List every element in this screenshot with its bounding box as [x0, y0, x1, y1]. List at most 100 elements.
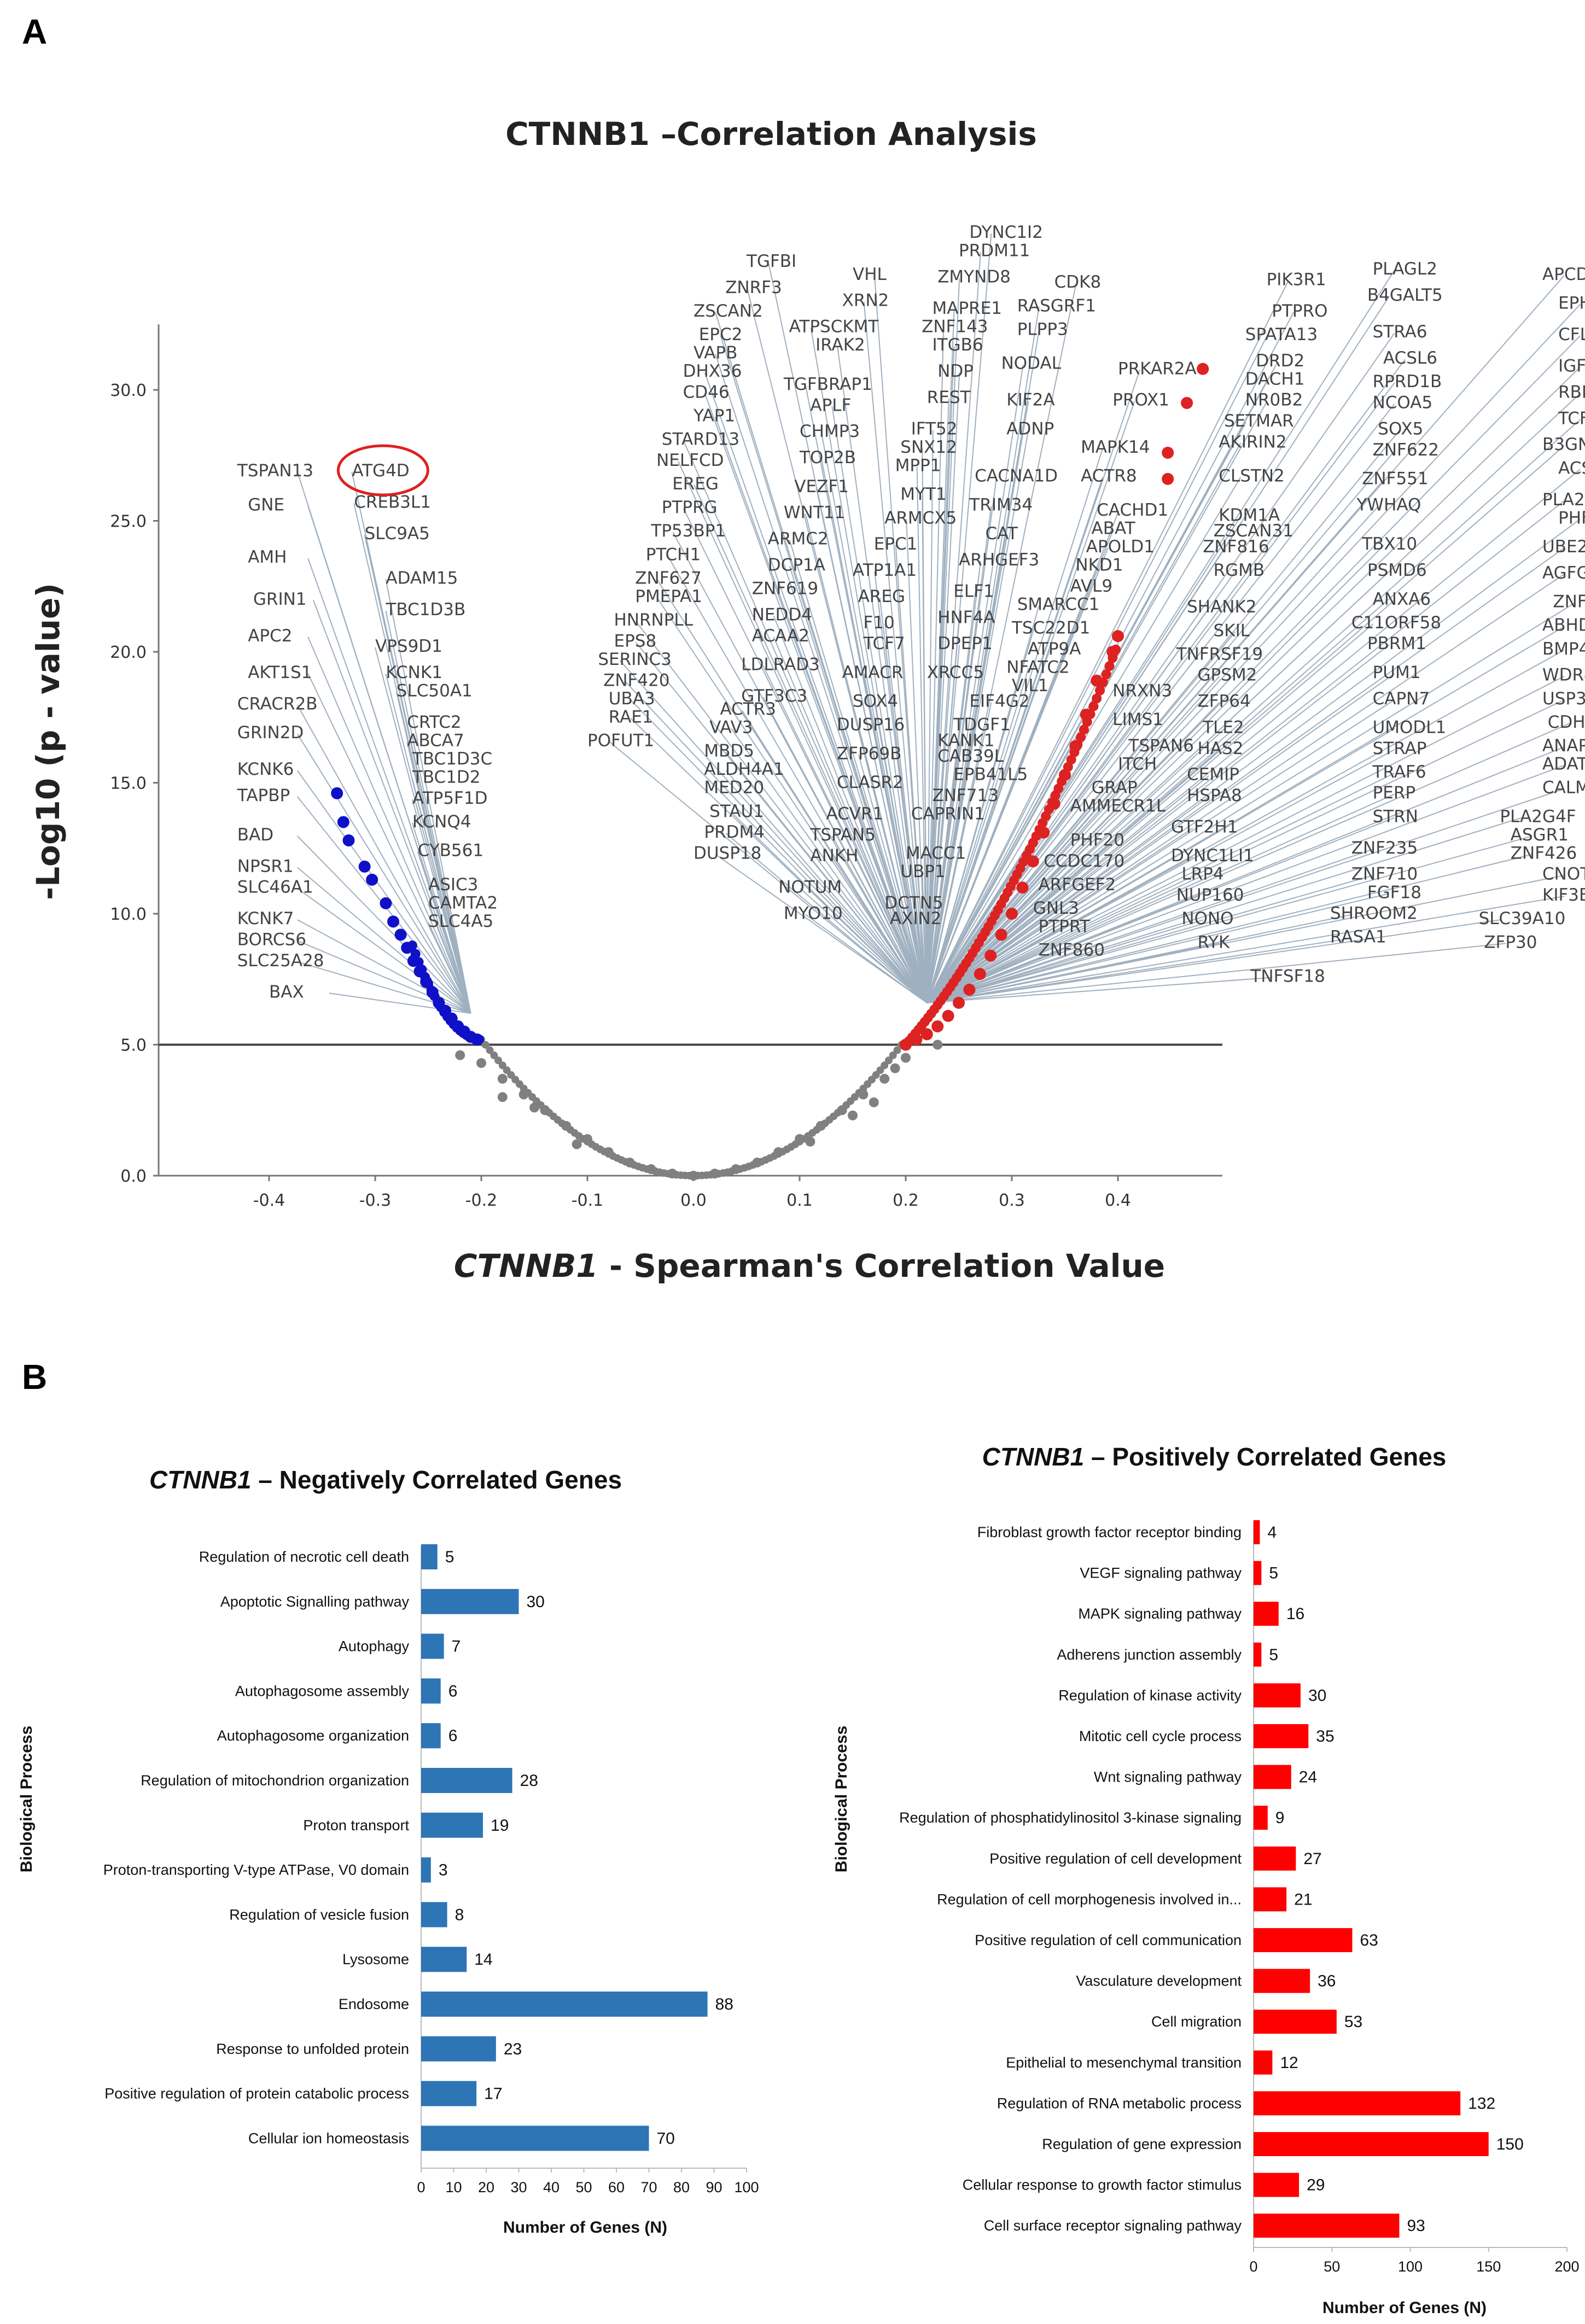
volcano-point-neutral [490, 1051, 498, 1059]
bar [421, 1812, 483, 1838]
label-connector-line [926, 335, 1268, 1003]
gene-label: ZNF426 [1511, 843, 1577, 863]
bar [1254, 1602, 1279, 1626]
gene-label: SNX12 [900, 437, 957, 457]
label-connector-line [683, 440, 928, 1003]
gene-label: ATP5F1D [412, 789, 488, 808]
gene-label: CFLAR [1558, 325, 1585, 344]
gene-label: PTPRG [662, 498, 718, 517]
label-connector-line [847, 815, 928, 1003]
gene-label: PLA2G4E [1542, 490, 1585, 510]
label-connector-line [375, 647, 471, 1014]
gene-label: GTF3C3 [741, 686, 807, 706]
gene-label: ZNF627 [635, 568, 701, 588]
gene-label: CALML3 [1542, 778, 1585, 798]
gene-label: APCDD1 [1542, 265, 1585, 284]
bar [1254, 1683, 1301, 1708]
label-connector-line [926, 252, 981, 1003]
bar [421, 1902, 447, 1928]
volcano-point-positive [1104, 661, 1115, 671]
label-connector-line [725, 751, 928, 1003]
gene-label: ZSCAN31 [1214, 521, 1293, 541]
volcano-point-negative [387, 915, 399, 928]
gene-label: TNFRSF19 [1176, 644, 1263, 664]
gene-label: ANXA6 [1373, 589, 1431, 609]
positive-chart-title: CTNNB1 – Positively Correlated Genes [982, 1443, 1447, 1471]
volcano-point-neutral [869, 1097, 879, 1107]
label-connector-line [926, 773, 1395, 1003]
label-connector-line [926, 807, 1093, 1003]
gene-label: ZNF816 [1203, 537, 1269, 557]
label-connector-line [926, 686, 1034, 1003]
gene-label: GNL3 [1033, 898, 1079, 918]
label-connector-line [926, 346, 955, 1003]
bar-category-label: Autophagosome assembly [235, 1683, 410, 1699]
gene-label: ZMYND8 [937, 267, 1011, 287]
label-connector-line [926, 699, 1395, 1003]
label-connector-line [926, 815, 934, 1003]
volcano-point-neutral [879, 1073, 890, 1084]
volcano-point-positive [1197, 363, 1209, 375]
bar [1254, 1642, 1262, 1667]
bar-value-label: 6 [448, 1727, 458, 1745]
label-connector-line [805, 914, 928, 1003]
bar [1254, 2050, 1273, 2075]
volcano-point-neutral [884, 1056, 893, 1065]
gene-label: PIK3R1 [1267, 270, 1326, 289]
gene-label: MBD5 [704, 741, 754, 761]
label-connector-line [926, 629, 1034, 1003]
gene-label: TDGF1 [953, 715, 1010, 735]
bar-category-label: Positive regulation of cell communicatio… [975, 1932, 1242, 1948]
bar [421, 2126, 649, 2151]
bar-chart-x-tick-label: 90 [706, 2179, 722, 2195]
volcano-x-axis-label: CTNNB1 - Spearman's Correlation Value [454, 1247, 1165, 1284]
label-connector-line [297, 836, 471, 1014]
gene-label: YAP1 [693, 406, 735, 425]
gene-label: MPP1 [895, 456, 941, 475]
label-connector-line [725, 770, 928, 1003]
bar [421, 1678, 441, 1704]
volcano-point-positive [1016, 881, 1029, 894]
label-connector-line [773, 616, 928, 1003]
bar-chart-x-tick-label: 30 [510, 2179, 527, 2195]
gene-label: ACSL6 [1383, 348, 1437, 368]
volcano-point-positive [942, 1009, 954, 1022]
gene-label: ZFP30 [1484, 932, 1537, 952]
gene-label: BAX [269, 982, 304, 1002]
volcano-x-axis-gene: CTNNB1 [454, 1247, 598, 1284]
volcano-point-positive [1111, 644, 1121, 655]
bar [421, 1768, 512, 1793]
gene-label: PUM1 [1373, 663, 1421, 682]
label-connector-line [926, 919, 1501, 1003]
bar-category-label: Vasculature development [1076, 1973, 1242, 1989]
label-connector-line [715, 854, 928, 1003]
gene-label: CAT [986, 524, 1018, 544]
volcano-y-tick-label: 5.0 [120, 1036, 147, 1055]
volcano-point-positive [1101, 669, 1111, 680]
gene-label: DACH1 [1245, 369, 1305, 389]
gene-label: ABAT [1092, 518, 1136, 538]
gene-label: ANKH [810, 846, 858, 866]
bar-value-label: 7 [452, 1638, 461, 1656]
gene-label: ZNRF3 [725, 278, 782, 297]
gene-label: SLC46A1 [237, 878, 313, 897]
volcano-point-neutral [455, 1050, 465, 1060]
gene-label: TRIM34 [969, 495, 1033, 515]
bar-value-label: 150 [1496, 2135, 1524, 2153]
bar-value-label: 28 [520, 1772, 538, 1790]
bar-chart-x-tick-label: 20 [478, 2179, 494, 2195]
gene-label: ARMC2 [768, 529, 829, 549]
gene-label: NDP [937, 361, 974, 381]
bar-chart-x-tick-label: 0 [417, 2179, 425, 2195]
label-connector-line [821, 433, 928, 1003]
label-connector-line [926, 726, 976, 1003]
gene-label: RGMB [1214, 560, 1265, 580]
gene-label: DUSP18 [694, 843, 761, 863]
gene-label: NFATC2 [1006, 657, 1069, 677]
label-connector-line [926, 372, 960, 1003]
gene-label: TAPBP [237, 786, 290, 805]
volcano-point-neutral [486, 1046, 494, 1054]
gene-label: ABCA7 [407, 731, 464, 750]
volcano-point-neutral [497, 1092, 508, 1102]
negative-chart-title: CTNNB1 – Negatively Correlated Genes [149, 1465, 622, 1494]
